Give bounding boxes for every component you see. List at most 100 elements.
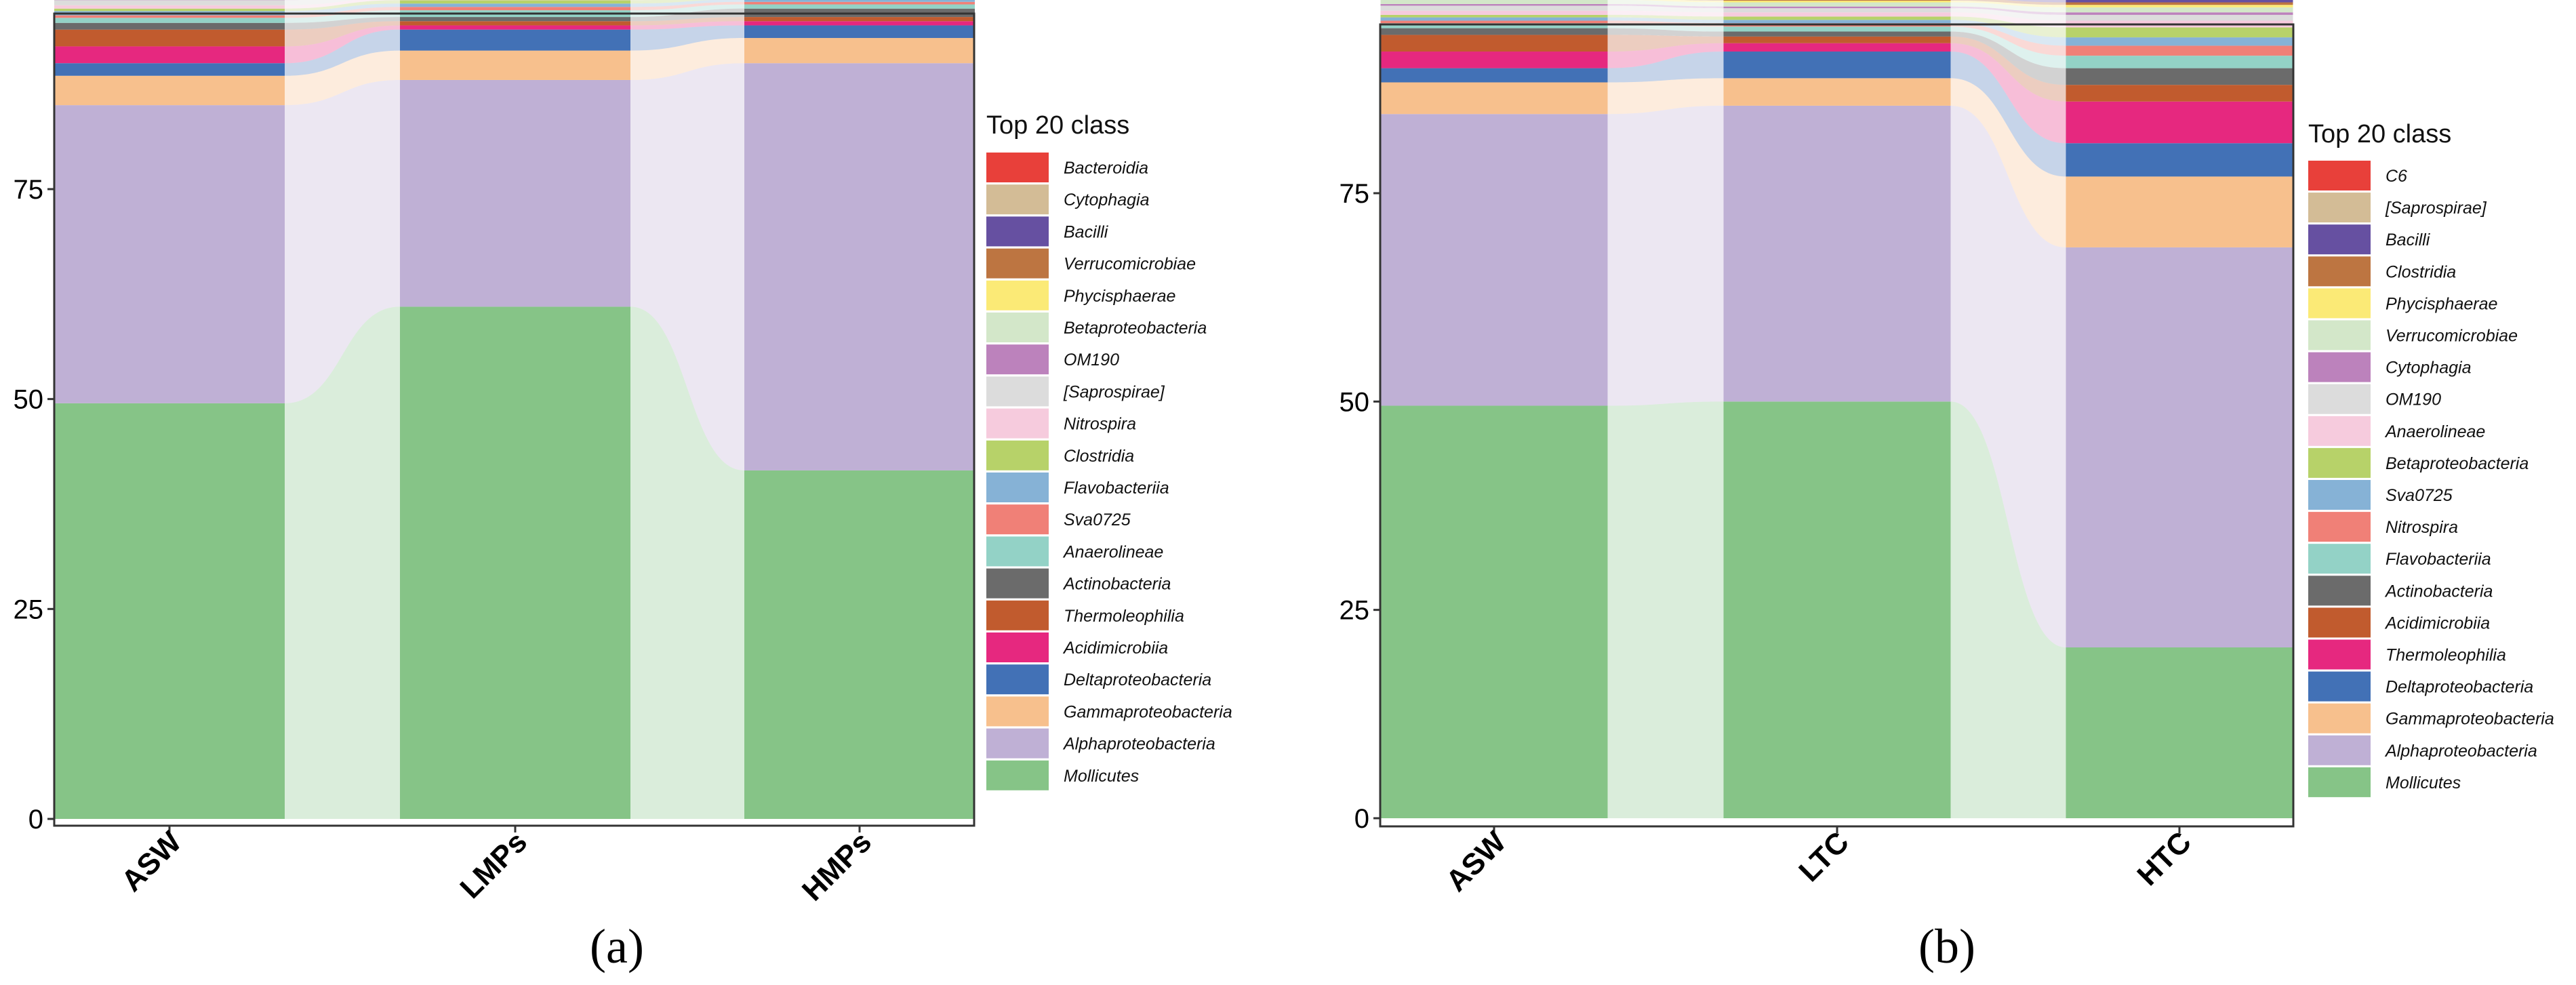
panel-a-legend-label-alphaproteobacteria: Alphaproteobacteria: [1062, 735, 1215, 754]
panel-a-legend-label-nitrospira: Nitrospira: [1064, 415, 1136, 434]
panel-a-bar-lmps-thermoleophilia: [400, 21, 630, 26]
panel-b-flow-sva0725-1: [1607, 17, 1724, 24]
panel-a-legend-label-phycisphaerae: Phycisphaerae: [1064, 287, 1175, 306]
panel-a-flow-mollicutes-2: [630, 306, 744, 819]
panel-a-flow-mollicutes-1: [285, 306, 400, 819]
panel-b-flow-actinobacteria-2: [1950, 31, 2066, 85]
panel-b-bar-ltc-deltaproteobacteria: [1723, 52, 1951, 79]
panel-b-bar-htc-gammaproteobacteria: [2066, 176, 2293, 247]
panel-a-flow-actinobacteria-2: [630, 8, 744, 22]
panel-b-legend-label-sva0725: Sva0725: [2386, 486, 2453, 505]
panel-b-bar-htc-thermoleophilia: [2066, 101, 2293, 144]
panel-b-legend-swatch-anaerolineae: [2308, 416, 2371, 446]
panel-a-legend-label-anaerolineae: Anaerolineae: [1062, 542, 1163, 561]
panel-b-legend-label-bacilli: Bacilli: [2386, 230, 2431, 249]
panel-b-bar-htc-mollicutes: [2066, 647, 2293, 818]
panel-b-flow-alphaproteobacteria-1: [1607, 105, 1724, 406]
panel-a-legend-swatch-gammaproteobacteria: [986, 696, 1049, 727]
panel-a-bar-lmps-clostridia: [400, 0, 630, 4]
panel-a-bar-lmps-mollicutes: [400, 306, 630, 819]
panel-a-bar-lmps-deltaproteobacteria: [400, 29, 630, 51]
panel-a-label: (a): [590, 919, 644, 973]
panel-b-flows: [1607, 0, 2066, 818]
panel-a-flow-acidimicrobiia-1: [285, 25, 400, 64]
panel-b-bar-htc-clostridia: [2066, 2, 2293, 5]
panel-a-flow-clostridia-1: [285, 0, 400, 12]
panel-a-legend-swatch-actinobacteria: [986, 568, 1049, 599]
panel-b-legend-swatch-phycisphaerae: [2308, 288, 2371, 319]
panel-b-x-label-asw: ASW: [1440, 825, 1513, 898]
panel-a-legend-swatch-saprospirae: [986, 376, 1049, 407]
panel-a-bar-lmps-sva0725: [400, 7, 630, 11]
panel-a-y-tick-label-25: 25: [14, 595, 44, 624]
panel-b-legend-swatch-cytophagia: [2308, 352, 2371, 382]
panel-b-bar-asw-deltaproteobacteria: [1380, 68, 1608, 83]
panel-b-legend: C6 [Saprospirae] Bacilli Clostridia Phycisph…: [2308, 161, 2554, 797]
panel-b-bar-htc-acidimicrobiia: [2066, 85, 2293, 102]
panel-a-legend-swatch-phycisphaerae: [986, 280, 1049, 310]
panel-a-bar-lmps-alphaproteobacteria: [400, 79, 630, 307]
panel-b-bar-asw-sva0725: [1380, 17, 1608, 21]
panel-b-legend-swatch-actinobacteria: [2308, 576, 2371, 606]
panel-a-bar-asw-anaerolineae: [54, 18, 285, 23]
panel-b-bar-htc-betaproteobacteria: [2066, 27, 2293, 38]
panel-a-bar-hmps-mollicutes: [744, 470, 975, 819]
panel-b-x-axis: ASW LTC HTC: [1440, 825, 2198, 898]
panel-b-flow-clostridia-1: [1679, 0, 1724, 1]
panel-b-legend-label-alphaproteobacteria: Alphaproteobacteria: [2384, 742, 2537, 761]
panel-a-legend-title: Top 20 class: [986, 111, 1129, 140]
panel-a-bar-hmps-anaerolineae: [744, 4, 975, 9]
panel-b-flow-gammaproteobacteria-2: [1950, 78, 2066, 247]
panel-b-flow-cytophagia-2: [1950, 6, 2066, 15]
panel-a-x-label-hmps: HMPs: [796, 825, 878, 907]
panel-b-legend-swatch-acidimicrobiia: [2308, 607, 2371, 638]
panel-a-bar-lmps-actinobacteria: [400, 17, 630, 22]
panel-a-legend-label-bacteroidia: Bacteroidia: [1064, 159, 1148, 178]
panel-b-bar-asw-anaerolineae: [1380, 10, 1608, 15]
panel-a-bar-asw-clostridia: [54, 8, 285, 12]
panel-b-legend-label-gammaproteobacteria: Gammaproteobacteria: [2386, 710, 2554, 729]
panel-a-bar-hmps-thermoleophilia: [744, 17, 975, 22]
panel-a-legend-label-acidimicrobiia: Acidimicrobiia: [1062, 639, 1168, 658]
panel-b-legend-label-deltaproteobacteria: Deltaproteobacteria: [2386, 678, 2533, 697]
panel-b-legend-swatch-nitrospira: [2308, 512, 2371, 542]
panel-a-legend-label-betaproteobacteria: Betaproteobacteria: [1064, 319, 1207, 338]
panel-b-flow-phycisphaerae-1: [1629, 0, 1724, 3]
panel-b-bar-ltc-om190: [1723, 8, 1951, 13]
panel-b-flow-bacilli-2: [2004, 0, 2066, 3]
panel-a-legend-swatch-anaerolineae: [986, 536, 1049, 567]
panel-a-y-tick-label-50: 50: [14, 385, 44, 415]
panel-b-legend-label-anaerolineae: Anaerolineae: [2384, 422, 2485, 441]
panel-a: 0 25 50 75 ASW LMPs HMPs Top 20 class Bactero…: [14, 0, 1232, 973]
panel-b-bar-asw-gammaproteobacteria: [1380, 82, 1608, 115]
panel-b-bar-ltc-flavobacteriia: [1723, 26, 1951, 32]
panel-b-y-axis: 0 25 50 75: [1340, 179, 1380, 834]
panel-a-flow-gammaproteobacteria-2: [630, 38, 744, 80]
panel-b-flow-nitrospira-2: [1950, 23, 2066, 56]
panel-a-bar-asw-acidimicrobiia: [54, 46, 285, 64]
panel-b-bar-htc-alphaproteobacteria: [2066, 247, 2293, 647]
panel-b-y-tick-label-75: 75: [1340, 179, 1370, 209]
panel-b-legend-swatch-gammaproteobacteria: [2308, 703, 2371, 733]
panel-b-legend-swatch-flavobacteriia: [2308, 544, 2371, 574]
panel-b-legend-swatch-deltaproteobacteria: [2308, 671, 2371, 702]
panel-b-bar-ltc-cytophagia: [1723, 6, 1951, 9]
panel-a-bar-asw-nitrospira: [54, 5, 285, 9]
panel-a-bar-asw-sva0725: [54, 15, 285, 18]
panel-b-bar-ltc-sva0725: [1723, 20, 1951, 24]
panel-b-y-tick-label-25: 25: [1340, 596, 1370, 626]
panel-b-bar-ltc-actinobacteria: [1723, 31, 1951, 37]
panel-b-flow-thermoleophilia-2: [1950, 43, 2066, 144]
panel-a-legend-swatch-cytophagia: [986, 184, 1049, 215]
panel-a-legend-swatch-verrucomicrobiae: [986, 248, 1049, 279]
panel-a-y-axis: 0 25 50 75: [14, 175, 54, 835]
panel-b-bar-ltc-thermoleophilia: [1723, 43, 1951, 52]
panel-b-legend-label-mollicutes: Mollicutes: [2386, 773, 2461, 792]
panel-b-bar-asw-acidimicrobiia: [1380, 35, 1608, 52]
panel-a-legend-swatch-nitrospira: [986, 408, 1049, 439]
panel-b-flow-betaproteobacteria-1: [1607, 14, 1724, 20]
panel-a-bar-lmps-gammaproteobacteria: [400, 50, 630, 80]
panel-a-bar-asw-actinobacteria: [54, 22, 285, 30]
panel-b-label: (b): [1918, 919, 1975, 973]
panel-b-flow-acidimicrobiia-2: [1950, 36, 2066, 102]
